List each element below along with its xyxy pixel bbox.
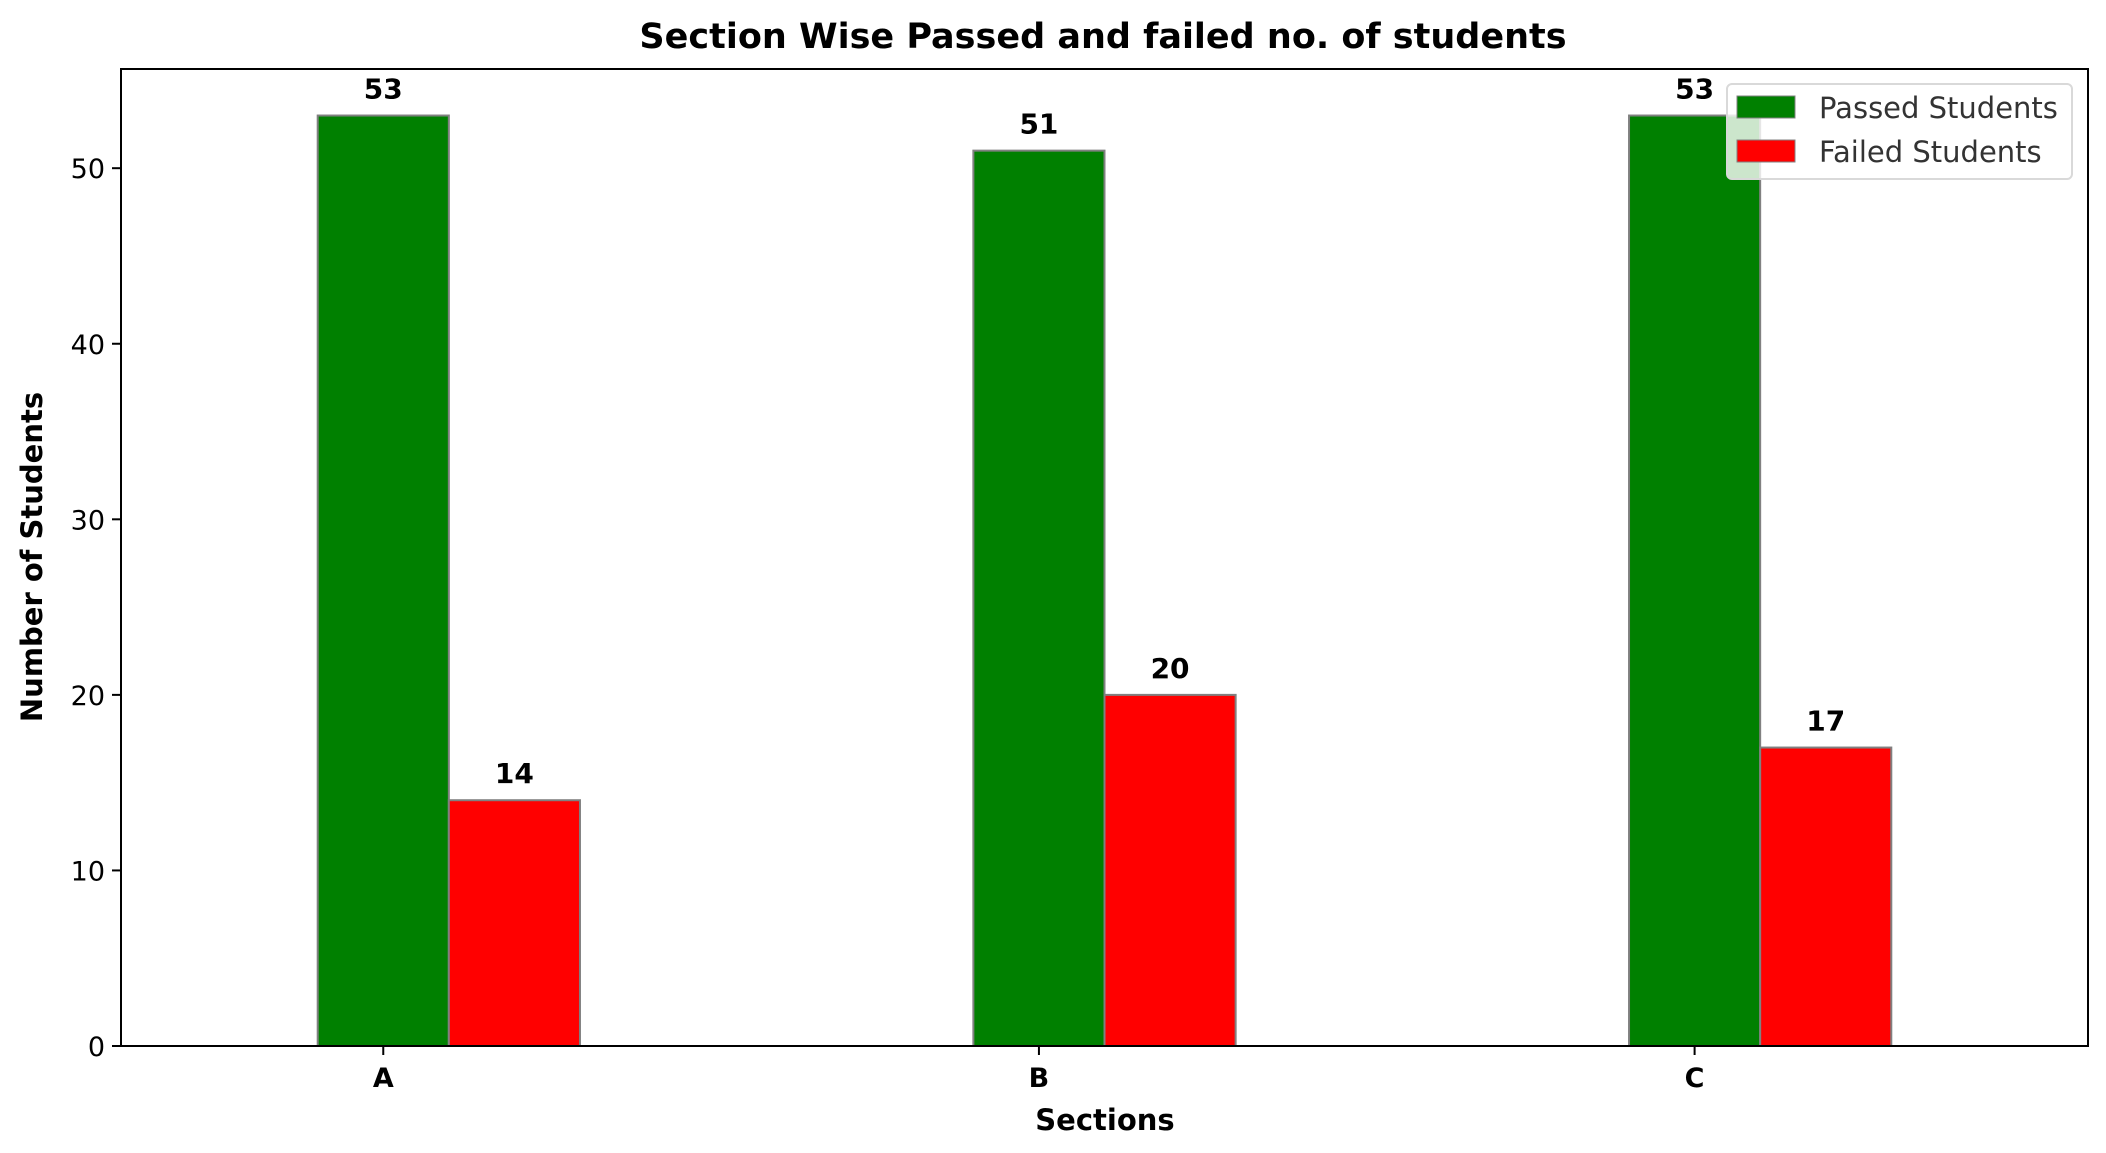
plot-area: 53 51 53 14 20 17 [120,68,2089,1048]
bar-passed-C [1628,114,1762,1048]
legend-box [1726,83,2073,180]
legend-swatch-passed [1736,95,1796,119]
data-label-passed-C: 53 [1675,73,1714,106]
data-label-failed-A: 14 [495,757,534,790]
legend-label-passed: Passed Students [1819,91,2058,125]
x-tick-label-B: B [1029,1063,1050,1094]
plot-frame [120,68,2089,1047]
y-tick-label: 10 [71,856,105,887]
y-tick-label: 30 [71,505,105,536]
bar-passed-A [316,114,450,1048]
x-tick-label-C: C [1685,1063,1705,1094]
x-axis: A B C [373,1046,1705,1094]
bar-passed-B [972,149,1106,1048]
y-tick-label: 50 [71,154,105,185]
x-axis-title: Sections [1035,1103,1174,1137]
bar-failed-A [447,799,581,1047]
legend-label-failed: Failed Students [1819,135,2042,169]
x-tick-label-A: A [373,1063,394,1094]
data-label-passed-B: 51 [1019,108,1058,141]
y-axis: 0 10 20 30 40 50 [71,154,121,1063]
legend: Passed Students Failed Students [1726,83,2073,180]
data-label-failed-C: 17 [1806,705,1845,738]
data-label-passed-A: 53 [364,73,403,106]
y-tick-label: 0 [88,1032,105,1063]
chart-title: Section Wise Passed and failed no. of st… [639,17,1566,57]
bar-failed-B [1103,693,1237,1047]
bar-failed-C [1759,746,1893,1047]
legend-swatch-failed [1736,139,1796,163]
y-axis-title: Number of Students [15,392,49,722]
data-label-failed-B: 20 [1151,652,1190,685]
y-tick-label: 40 [71,330,105,361]
y-tick-label: 20 [71,681,105,712]
